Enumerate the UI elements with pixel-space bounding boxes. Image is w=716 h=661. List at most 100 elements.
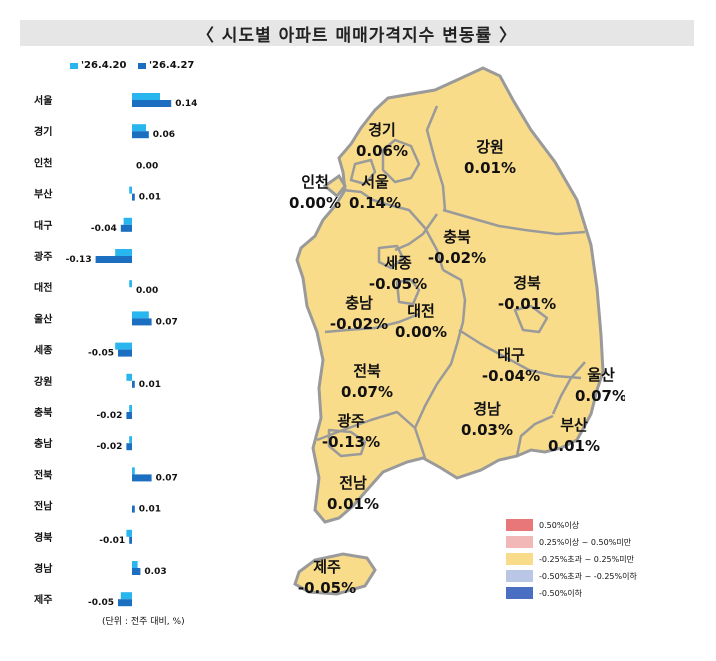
- region-name: 충남: [345, 294, 373, 312]
- chart-legend: '26.4.20 '26.4.27: [70, 60, 202, 72]
- category-label: 부산: [34, 188, 53, 201]
- map-legend-swatch: [506, 519, 533, 531]
- category-label: 서울: [34, 94, 52, 107]
- region-value: 0.00%: [289, 194, 341, 212]
- category-label: 세종: [34, 344, 52, 357]
- region-label: 강원 0.01%: [464, 138, 516, 177]
- region-name: 전남: [339, 474, 367, 492]
- data-label: 0.07: [156, 473, 178, 483]
- region-label: 전남 0.01%: [327, 474, 379, 513]
- region-value: 0.07%: [341, 383, 393, 401]
- region-value: -0.13%: [322, 433, 380, 451]
- data-label: -0.02: [96, 442, 122, 452]
- data-label: -0.02: [96, 411, 122, 421]
- bar-prev: [132, 561, 138, 568]
- legend-label-prev: '26.4.20: [81, 60, 127, 71]
- category-label: 인천: [34, 156, 52, 169]
- region-name: 세종: [384, 254, 412, 272]
- bar-curr: [132, 380, 135, 388]
- category-label: 경북: [34, 531, 52, 544]
- map-legend-swatch: [506, 553, 533, 565]
- bar-curr: [126, 443, 132, 451]
- map-legend: 0.50%이상 0.25%이상 ~ 0.50%미만 -0.25%초과 ~ 0.25%…: [506, 517, 637, 602]
- category-label: 전남: [34, 500, 53, 513]
- legend-item-prev: '26.4.20: [70, 60, 126, 71]
- region-label: 충북 -0.02%: [428, 228, 486, 267]
- bar-prev: [120, 592, 132, 600]
- category-label: 경기: [34, 125, 52, 138]
- category-label: 충남: [34, 437, 53, 450]
- region-name: 부산: [560, 416, 588, 434]
- legend-swatch-curr: [137, 62, 146, 69]
- region-label: 대구 -0.04%: [482, 346, 540, 385]
- map-shapes: [293, 66, 605, 596]
- bar-curr: [132, 318, 152, 326]
- bar-curr: [95, 256, 132, 263]
- region-name: 강원: [476, 138, 504, 156]
- data-label: 0.01: [139, 193, 161, 203]
- region-name: 울산: [587, 366, 615, 384]
- region-value: -0.05%: [298, 579, 356, 597]
- bar-curr: [132, 505, 135, 513]
- region-value: 0.01%: [327, 495, 379, 513]
- province-boundaries: [316, 105, 586, 459]
- data-label: -0.05: [88, 598, 114, 608]
- bar-curr: [132, 568, 141, 575]
- legend-label-curr: '26.4.27: [148, 60, 195, 71]
- map-legend-label: 0.50%이상: [539, 520, 580, 530]
- bar-prev: [132, 467, 135, 475]
- region-value: 0.07%: [575, 387, 625, 405]
- region-name: 전북: [353, 362, 381, 380]
- incheon-island: [322, 173, 347, 199]
- data-label: -0.04: [91, 224, 117, 234]
- region-label: 울산 0.07%: [575, 366, 625, 405]
- data-label: 0.03: [144, 567, 166, 577]
- map-legend-item: -0.50%초과 ~ -0.25%이하: [506, 568, 637, 584]
- region-label: 전북 0.07%: [341, 362, 393, 401]
- region-value: 0.03%: [461, 421, 513, 439]
- bar-prev: [132, 93, 160, 100]
- region-value: -0.04%: [482, 367, 540, 385]
- data-label: -0.01: [99, 536, 125, 546]
- category-label: 대구: [34, 219, 52, 232]
- data-label: 0.01: [139, 505, 161, 515]
- data-label: 0.00: [136, 286, 158, 296]
- region-name: 대전: [407, 302, 435, 320]
- region-name: 인천: [301, 173, 329, 191]
- category-label: 강원: [34, 375, 52, 388]
- region-name: 대구: [497, 346, 525, 364]
- region-name: 서울: [361, 173, 389, 191]
- legend-item-curr: '26.4.27: [137, 60, 195, 71]
- region-value: -0.02%: [330, 315, 388, 333]
- region-label: 부산 0.01%: [548, 416, 600, 455]
- region-name: 경북: [513, 274, 541, 292]
- region-name: 제주: [313, 558, 341, 576]
- region-value: 0.14%: [349, 194, 401, 212]
- map-legend-swatch: [506, 587, 533, 599]
- bar-prev: [129, 405, 132, 412]
- region-label: 인천 0.00%: [289, 173, 341, 212]
- map-legend-label: 0.25%이상 ~ 0.50%미만: [539, 537, 632, 547]
- region-label: 대전 0.00%: [395, 302, 447, 341]
- map-legend-item: 0.25%이상 ~ 0.50%미만: [506, 534, 637, 550]
- region-value: -0.01%: [498, 295, 556, 313]
- category-label: 제주: [34, 593, 52, 606]
- bar-prev: [126, 373, 132, 381]
- category-label: 전북: [34, 468, 52, 481]
- data-label: -0.13: [66, 255, 92, 265]
- map-labels: 경기 0.06% 인천 0.00% 서울 0.14% 강원 0.01% 충북 -0.02% 세종 -0…: [289, 121, 625, 597]
- region-name: 충북: [443, 228, 471, 246]
- region-value: -0.02%: [428, 249, 486, 267]
- region-label: 세종 -0.05%: [369, 254, 427, 293]
- bar-curr: [118, 599, 132, 607]
- region-value: 0.00%: [395, 323, 447, 341]
- data-label: -0.05: [88, 349, 114, 359]
- map-legend-label: -0.50%이하: [539, 588, 583, 598]
- bar-prev: [129, 280, 132, 288]
- data-label: 0.00: [136, 161, 158, 171]
- map-legend-swatch: [506, 536, 533, 548]
- bar-curr: [120, 224, 132, 232]
- bar-prev: [132, 124, 146, 132]
- region-label: 경북 -0.01%: [498, 274, 556, 313]
- region-name: 경남: [473, 400, 501, 418]
